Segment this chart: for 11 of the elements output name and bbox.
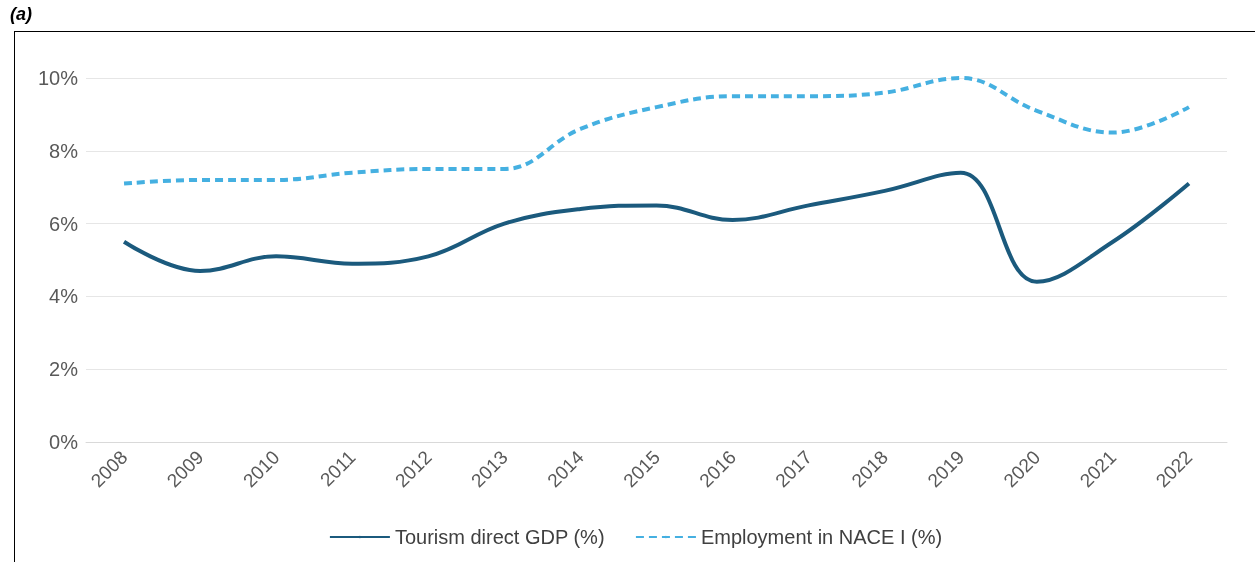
y-tick-label: 2% [49,358,79,381]
legend-label: Tourism direct GDP (%) [394,526,605,548]
line-series [122,170,1191,284]
y-tick-label: 0% [49,431,79,453]
legend-label: Employment in NACE I (%) [700,526,943,548]
chart-title: (a) [10,4,32,25]
y-tick-label: 4% [49,285,79,308]
y-tick-label: 10% [37,67,79,89]
line-series [122,76,1191,186]
y-tick-label: 6% [49,212,79,235]
y-tick-label: 8% [49,139,79,162]
